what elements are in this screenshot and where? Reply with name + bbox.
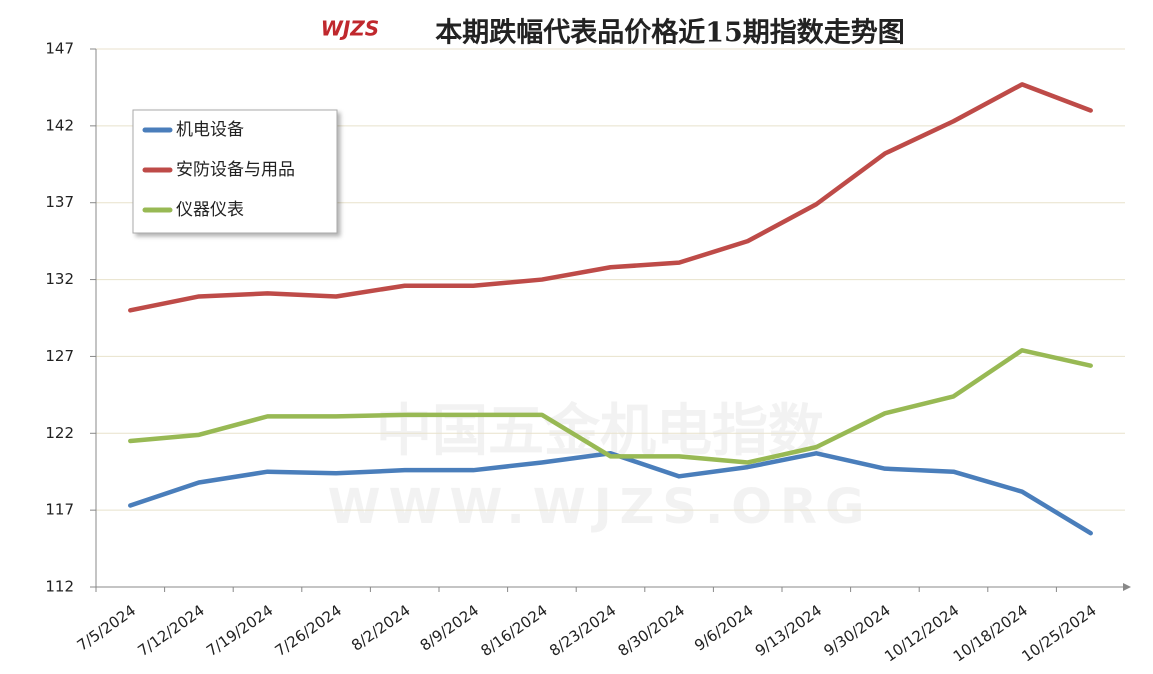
y-tick-label: 127: [45, 347, 74, 365]
y-tick-label: 117: [45, 501, 74, 519]
legend-label: 仪器仪表: [176, 200, 244, 220]
y-tick-label: 147: [45, 40, 74, 58]
x-tick-label: 7/5/2024: [74, 601, 140, 654]
x-tick-label: 8/9/2024: [417, 601, 483, 654]
x-tick-label: 7/19/2024: [203, 601, 276, 660]
y-tick-label: 122: [45, 424, 74, 442]
y-tick-label: 137: [45, 193, 74, 211]
x-axis-arrow: [1123, 583, 1131, 591]
logo: WJZS: [321, 17, 379, 41]
x-tick-label: 7/26/2024: [272, 601, 345, 660]
y-tick-label: 132: [45, 270, 74, 288]
x-tick-label: 10/12/2024: [881, 601, 962, 665]
series-line: [128, 348, 1093, 465]
x-tick-label: 8/30/2024: [615, 601, 688, 660]
x-tick-label: 10/25/2024: [1018, 601, 1099, 665]
x-tick-label: 8/2/2024: [348, 601, 414, 654]
x-tick-label: 8/16/2024: [477, 601, 550, 660]
x-tick-label: 7/12/2024: [134, 601, 207, 660]
y-tick-label: 142: [45, 116, 74, 134]
series-line: [128, 451, 1093, 536]
y-tick-label: 112: [45, 578, 74, 596]
legend-label: 机电设备: [176, 120, 244, 140]
chart-title: 本期跌幅代表品价格近15期指数走势图: [435, 18, 905, 49]
x-tick-label: 9/13/2024: [752, 601, 825, 660]
watermark: WWW.WJZS.ORG: [328, 479, 873, 535]
x-tick-label: 10/18/2024: [950, 601, 1031, 665]
legend-label: 安防设备与用品: [176, 160, 295, 180]
series-line: [128, 82, 1093, 313]
x-tick-label: 9/6/2024: [691, 601, 757, 654]
x-tick-label: 8/23/2024: [546, 601, 619, 660]
